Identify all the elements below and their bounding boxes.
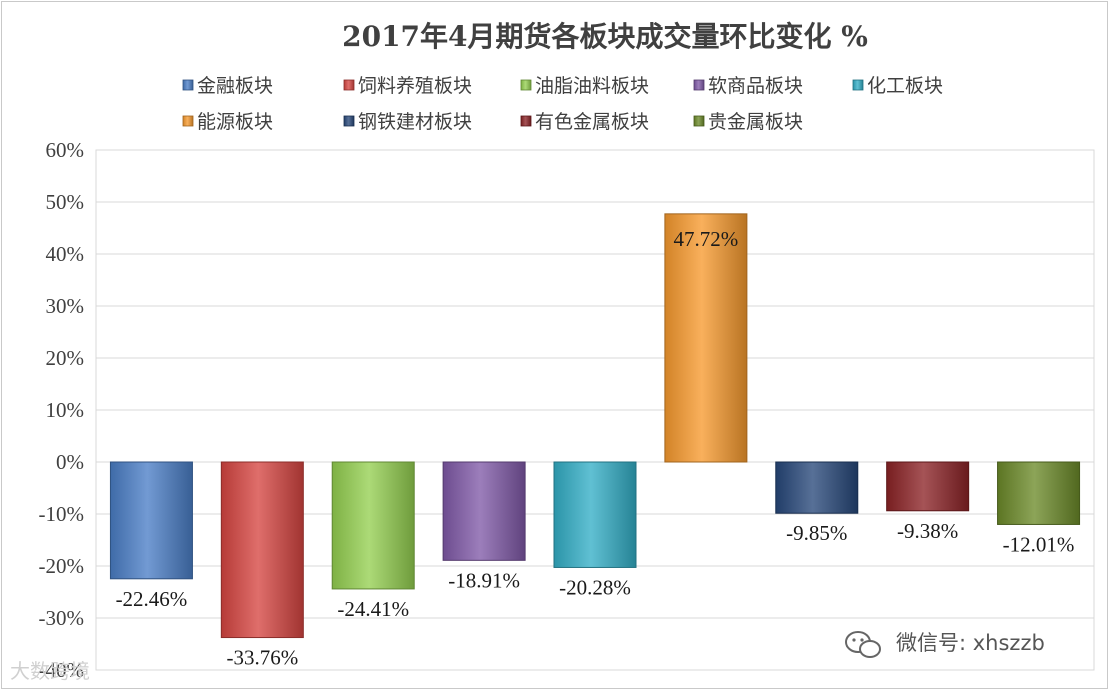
legend-label: 金融板块 xyxy=(197,75,273,97)
legend-swatch xyxy=(182,115,194,127)
data-label-1: -22.46% xyxy=(116,587,188,611)
bar-7 xyxy=(775,461,859,514)
bar-1 xyxy=(109,461,193,580)
legend-swatch xyxy=(343,79,355,91)
legend-swatch xyxy=(520,115,532,127)
data-label-8: -9.38% xyxy=(897,519,958,543)
wechat-icon xyxy=(845,631,881,658)
y-tick-label: 60% xyxy=(46,138,85,162)
legend-swatch xyxy=(343,115,355,127)
legend-item-2: 饲料养殖板块 xyxy=(343,75,472,97)
bar-6 xyxy=(664,213,748,463)
legend-item-3: 油脂油料板块 xyxy=(520,75,649,97)
legend-item-7: 钢铁建材板块 xyxy=(343,111,472,133)
source-watermark-text: 大数跨境 xyxy=(10,659,90,683)
legend-swatch xyxy=(852,79,864,91)
legend-label: 化工板块 xyxy=(867,75,943,97)
data-label-7: -9.85% xyxy=(786,521,847,545)
bars xyxy=(109,213,1081,639)
legend-item-4: 软商品板块 xyxy=(693,75,803,97)
y-tick-label: 20% xyxy=(46,346,85,370)
legend-label: 油脂油料板块 xyxy=(535,75,649,97)
data-label-4: -18.91% xyxy=(448,568,520,592)
y-tick-label: 10% xyxy=(46,398,85,422)
plot-area: 60% 50% 40% 30% 20% 10% 0% -10% -20% -30% -40% -22… xyxy=(39,138,1095,682)
data-label-5: -20.28% xyxy=(559,575,631,599)
bar-8 xyxy=(886,461,970,512)
y-axis-ticks: 60% 50% 40% 30% 20% 10% 0% -10% -20% -30% -40% xyxy=(39,138,85,682)
data-labels: -22.46% -33.76% -24.41% -18.91% -20.28% 47.72… xyxy=(116,227,1075,670)
legend-label: 饲料养殖板块 xyxy=(358,75,472,97)
chart-title: 2017年4月期货各板块成交量环比变化 % xyxy=(342,20,868,53)
legend-label: 有色金属板块 xyxy=(535,111,649,133)
legend-swatch xyxy=(693,115,705,127)
legend-swatch xyxy=(182,79,194,91)
legend-label: 钢铁建材板块 xyxy=(358,111,472,133)
legend-label: 贵金属板块 xyxy=(708,111,803,133)
wechat-id-text: 微信号: xhszzb xyxy=(896,631,1045,655)
bar-5 xyxy=(553,461,637,568)
bar-9 xyxy=(997,461,1081,525)
y-tick-label: 50% xyxy=(46,190,85,214)
legend-swatch xyxy=(520,79,532,91)
bar-3 xyxy=(331,461,415,590)
source-watermark: 大数跨境 xyxy=(10,659,90,683)
y-tick-label: -20% xyxy=(39,554,85,578)
legend-item-5: 化工板块 xyxy=(852,75,943,97)
y-tick-label: 30% xyxy=(46,294,85,318)
bar-4 xyxy=(442,461,526,561)
y-tick-label: -30% xyxy=(39,606,85,630)
bar-2 xyxy=(220,461,304,639)
legend-item-9: 贵金属板块 xyxy=(693,111,803,133)
y-tick-label: 0% xyxy=(56,450,84,474)
data-label-9: -12.01% xyxy=(1003,532,1075,556)
legend-label: 软商品板块 xyxy=(708,75,803,97)
legend-item-8: 有色金属板块 xyxy=(520,111,649,133)
wechat-watermark: 微信号: xhszzb xyxy=(845,631,1045,658)
data-label-6: 47.72% xyxy=(674,227,739,251)
legend-label: 能源板块 xyxy=(197,111,273,133)
legend-swatch xyxy=(693,79,705,91)
y-tick-label: -10% xyxy=(39,502,85,526)
data-label-2: -33.76% xyxy=(226,646,298,670)
legend-item-6: 能源板块 xyxy=(182,111,273,133)
y-tick-label: -40% xyxy=(39,658,85,682)
data-label-3: -24.41% xyxy=(337,597,409,621)
legend-item-1: 金融板块 xyxy=(182,75,273,97)
y-tick-label: 40% xyxy=(46,242,85,266)
